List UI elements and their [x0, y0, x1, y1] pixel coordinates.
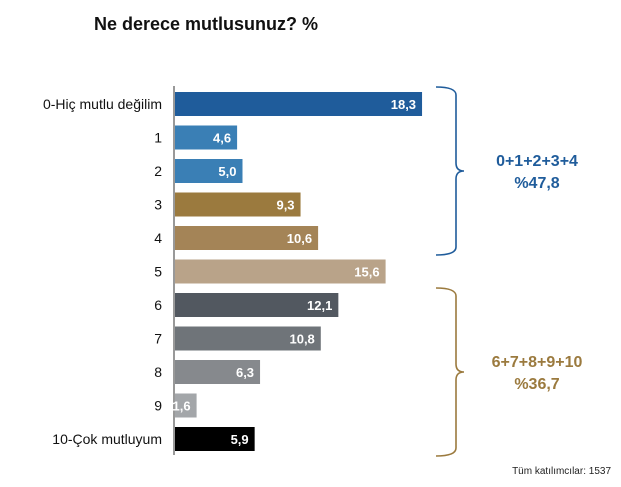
bar — [175, 427, 255, 451]
bar — [175, 192, 301, 217]
category-label: 0-Hiç mutlu değilim — [43, 96, 162, 112]
category-label: 7 — [154, 331, 162, 347]
category-label: 8 — [154, 364, 162, 380]
category-label: 6 — [154, 297, 162, 313]
group-bracket — [435, 86, 465, 256]
footnote: Tüm katılımcılar: 1537 — [512, 466, 611, 477]
value-label: 4,6 — [213, 131, 231, 146]
value-label: 18,3 — [391, 97, 416, 112]
value-label: 5,9 — [231, 432, 249, 447]
value-label: 10,8 — [289, 332, 314, 347]
bar — [175, 125, 238, 150]
value-label: 15,6 — [354, 265, 379, 280]
value-label: 12,1 — [307, 298, 332, 313]
bar — [175, 360, 261, 384]
category-label: 2 — [154, 163, 162, 179]
category-label: 5 — [154, 264, 162, 280]
group-value: %36,7 — [514, 376, 559, 393]
bar — [175, 393, 197, 418]
bars-group: 0-Hiç mutlu değilim 18,3 1 4,6 2 5,0 3 9,3 4 10,6… — [43, 92, 423, 451]
value-label: 6,3 — [236, 365, 254, 380]
category-label: 3 — [154, 197, 162, 213]
value-label: 5,0 — [218, 164, 236, 179]
category-label: 10-Çok mutluyum — [52, 431, 162, 447]
chart-title: Ne derece mutlusunuz? % — [94, 14, 319, 34]
bar — [175, 159, 243, 183]
group-brackets: 0+1+2+3+4 %47,8 6+7+8+9+10 %36,7 — [435, 86, 583, 457]
category-label: 4 — [154, 230, 162, 246]
bar — [175, 293, 339, 317]
group-label: 0+1+2+3+4 — [496, 153, 578, 170]
group-label: 6+7+8+9+10 — [492, 354, 583, 371]
bar — [175, 226, 319, 250]
bar — [175, 259, 386, 284]
group-value: %47,8 — [514, 175, 559, 192]
category-label: 1 — [154, 130, 162, 146]
group-bracket — [435, 287, 465, 457]
category-label: 9 — [154, 398, 162, 414]
value-label: 9,3 — [276, 198, 294, 213]
value-label: 10,6 — [287, 231, 312, 246]
bar — [175, 326, 321, 351]
bar — [175, 92, 423, 116]
value-label: 1,6 — [173, 399, 191, 414]
